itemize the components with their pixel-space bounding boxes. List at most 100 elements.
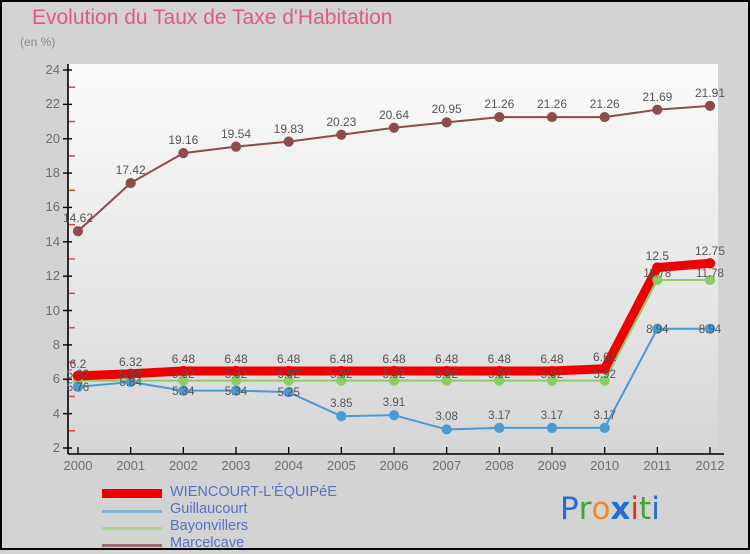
data-point — [283, 136, 294, 147]
logo-letter-x: x — [610, 491, 631, 527]
x-axis-tick-label: 2005 — [326, 458, 356, 473]
data-value-label: 3.91 — [382, 397, 406, 410]
y-axis-tick-label: 20 — [45, 130, 60, 146]
logo-letter-r: r — [578, 491, 592, 527]
data-value-label: 5.92 — [119, 368, 142, 381]
data-point — [704, 258, 716, 269]
unit-subtitle: (en %) — [20, 35, 56, 49]
data-point — [652, 104, 663, 115]
data-value-label: 12.5 — [645, 248, 669, 263]
logo-letter-t: t — [639, 491, 652, 527]
data-point — [546, 422, 558, 433]
data-value-label: 5.76 — [66, 381, 90, 394]
data-value-label: 17.42 — [115, 163, 146, 178]
data-point — [704, 100, 716, 112]
data-value-label: 20.64 — [378, 107, 410, 122]
data-value-label: 21.26 — [536, 97, 568, 112]
data-value-label: 5.92 — [593, 368, 616, 381]
data-value-label: 6.48 — [276, 352, 301, 367]
x-axis-tick-label: 2002 — [168, 458, 198, 473]
data-value-label: 19.83 — [273, 121, 304, 136]
data-value-label: 5.92 — [540, 368, 564, 381]
data-value-label: 3.17 — [540, 409, 564, 422]
data-point — [546, 365, 558, 377]
data-point — [599, 422, 610, 433]
data-value-label: 21.26 — [484, 97, 515, 112]
data-value-label: 6.32 — [118, 354, 143, 369]
y-axis-tick-label: 14 — [45, 233, 60, 249]
data-point — [283, 387, 294, 398]
data-value-label: 3.17 — [593, 409, 616, 422]
data-value-label: 6.48 — [224, 352, 248, 367]
data-point — [72, 381, 84, 392]
logo-letter-i-second: i — [651, 491, 660, 527]
data-value-label: 12.75 — [694, 244, 726, 259]
data-value-label: 21.91 — [694, 85, 726, 100]
legend-color-swatch — [102, 489, 162, 498]
data-value-label: 3.85 — [330, 398, 353, 411]
data-value-label: 5.92 — [382, 368, 406, 381]
data-point — [652, 274, 663, 286]
x-axis-tick-label: 2010 — [590, 458, 620, 473]
data-point — [178, 385, 189, 396]
data-value-label: 11.78 — [696, 267, 724, 280]
x-axis-tick-label: 2009 — [537, 458, 567, 473]
page-title: Evolution du Taux de Taxe d'Habitation — [32, 6, 393, 29]
x-axis-tick-label: 2001 — [116, 458, 146, 473]
data-point — [652, 323, 663, 334]
data-value-label: 6.48 — [329, 352, 353, 367]
data-point — [230, 365, 242, 377]
data-point — [441, 117, 452, 128]
legend-color-swatch — [102, 544, 162, 547]
data-point — [336, 365, 347, 377]
data-value-label: 6.48 — [540, 352, 564, 367]
data-value-label: 6.48 — [382, 352, 406, 367]
data-point — [599, 363, 610, 374]
data-point — [388, 122, 400, 133]
data-value-label: 3.08 — [435, 411, 458, 424]
data-point — [546, 111, 558, 123]
data-point — [283, 365, 294, 377]
data-value-label: 5.92 — [66, 368, 90, 381]
y-axis-tick-label: 22 — [45, 96, 60, 112]
data-point — [178, 148, 189, 159]
legend-color-swatch — [102, 527, 162, 530]
data-point — [230, 141, 242, 152]
data-point — [652, 262, 663, 273]
data-point — [388, 410, 400, 421]
data-point — [441, 365, 452, 377]
data-value-label: 5.92 — [277, 368, 300, 381]
data-value-label: 5.34 — [172, 385, 195, 398]
data-point — [336, 129, 347, 140]
data-point — [125, 368, 136, 379]
data-point — [494, 111, 505, 123]
data-value-label: 19.16 — [168, 133, 199, 148]
x-axis-tick-label: 2012 — [695, 458, 725, 473]
data-point — [178, 365, 189, 377]
legend-label: Marcelcave — [170, 535, 245, 551]
data-value-label: 5.84 — [119, 377, 142, 390]
legend-label: Bayonvillers — [170, 518, 249, 534]
x-axis-tick-label: 2000 — [63, 458, 93, 473]
data-point — [704, 323, 716, 334]
x-axis-tick-label: 2011 — [643, 458, 672, 473]
y-axis-tick-label: 4 — [52, 405, 60, 421]
data-value-label: 5.92 — [172, 368, 195, 381]
data-value-label: 5.34 — [224, 385, 248, 398]
data-point — [441, 424, 452, 435]
data-point — [125, 177, 136, 189]
data-value-label: 8.94 — [698, 323, 722, 336]
data-value-label: 5.92 — [435, 368, 458, 381]
x-axis-tick-label: 2007 — [432, 458, 462, 473]
y-axis-tick-label: 16 — [45, 199, 60, 215]
y-axis-tick-label: 10 — [45, 302, 60, 318]
proxiti-logo[interactable]: Proxiti — [560, 491, 660, 527]
data-value-label: 14.62 — [62, 211, 94, 226]
x-axis-tick-label: 2003 — [221, 458, 251, 473]
data-value-label: 6.48 — [487, 352, 511, 367]
data-point — [599, 375, 610, 386]
data-value-label: 5.92 — [330, 368, 353, 381]
y-axis-tick-label: 18 — [45, 165, 60, 181]
